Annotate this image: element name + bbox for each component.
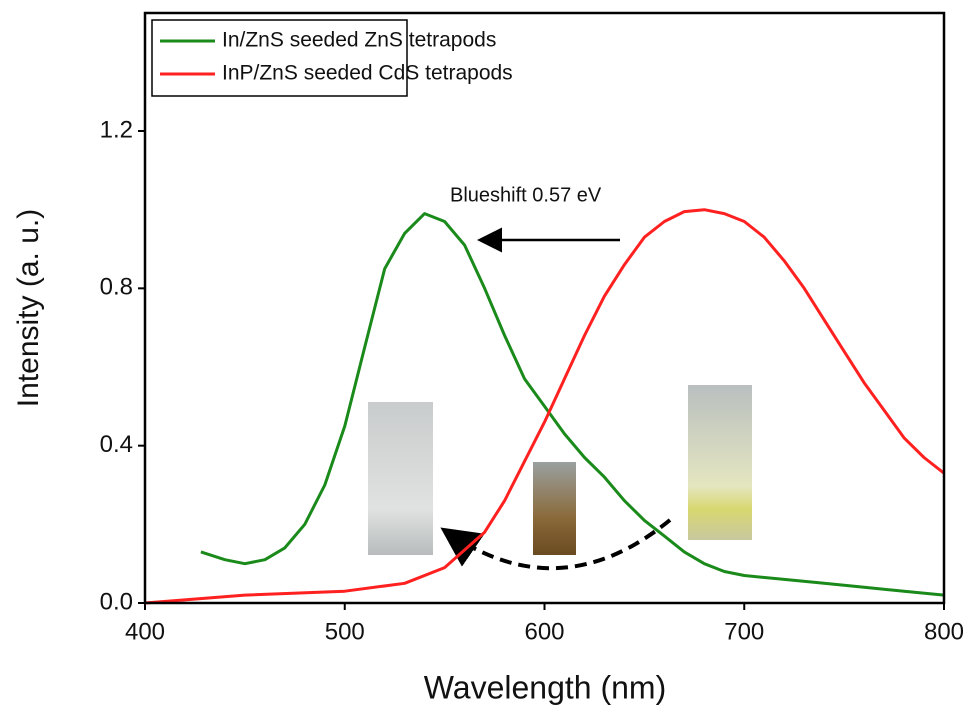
x-tick-label: 800 bbox=[924, 618, 964, 645]
x-tick-label: 500 bbox=[325, 618, 365, 645]
y-tick-label: 0.0 bbox=[100, 588, 133, 615]
x-axis-label: Wavelength (nm) bbox=[424, 669, 666, 705]
legend-label: In/ZnS seeded ZnS tetrapods bbox=[222, 29, 496, 52]
legend-box bbox=[151, 19, 408, 97]
x-tick-label: 400 bbox=[125, 618, 165, 645]
color-arrow bbox=[440, 518, 672, 571]
series-line bbox=[200, 212, 945, 597]
plot-frame bbox=[143, 11, 946, 605]
decor bbox=[368, 227, 752, 571]
series-line bbox=[144, 208, 945, 605]
y-axis-label: Intensity (a. u.) bbox=[12, 209, 45, 407]
vial-photo bbox=[368, 402, 433, 555]
y-tick-label: 0.4 bbox=[100, 431, 133, 458]
x-tick-label: 600 bbox=[524, 618, 564, 645]
x-tick-label: 700 bbox=[724, 618, 764, 645]
y-tick-label: 1.2 bbox=[100, 116, 133, 143]
vial-photo bbox=[533, 462, 576, 555]
annotation: Blueshift 0.57 eV bbox=[450, 184, 602, 206]
vial-photo bbox=[688, 385, 752, 540]
y-tick-label: 0.8 bbox=[100, 274, 133, 301]
legend-label: InP/ZnS seeded CdS tetrapods bbox=[222, 62, 513, 85]
